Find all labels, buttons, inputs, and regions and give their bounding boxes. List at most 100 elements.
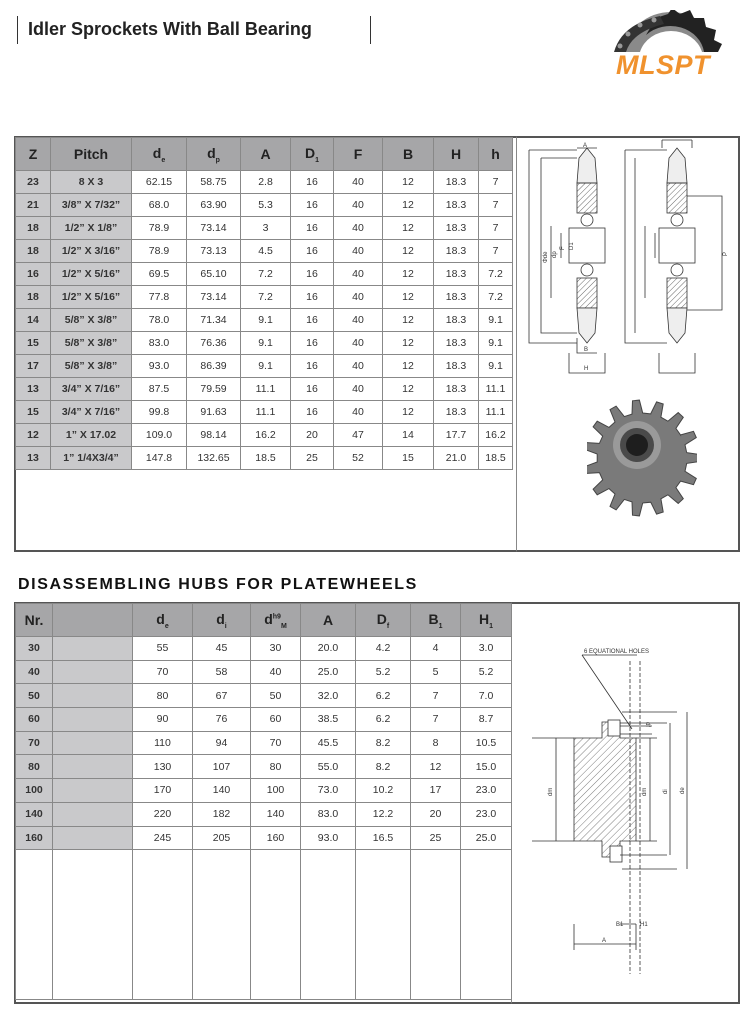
table-cell: 73.13 (186, 239, 241, 263)
table-cell: 40 (333, 262, 383, 286)
table-row: 14 5/8” X 3/8” 78.0 71.34 9.1 16 40 12 18.3 9.1 (15, 308, 513, 332)
table-cell: 5.2 (355, 659, 411, 685)
table-row: 80 130 107 80 55.0 8.2 12 15.0 (15, 754, 512, 780)
table-cell: 20.0 (300, 636, 356, 661)
dim-label-di: di (663, 789, 669, 794)
empty-cell (460, 849, 512, 1001)
table-cell: 52 (333, 446, 383, 470)
table-cell: 9.1 (478, 308, 513, 332)
empty-cell (410, 849, 461, 1001)
dim-label-F: F (560, 246, 566, 250)
table-row: 21 3/8” X 7/32” 68.0 63.90 5.3 16 40 12 18.3 7 (15, 193, 513, 217)
table-cell: 5/8” X 3/8” (50, 308, 132, 332)
table-cell: 110 (132, 730, 193, 756)
table-cell: 107 (192, 754, 251, 780)
header-sub: M (280, 622, 287, 630)
table-cell: 7.2 (240, 262, 291, 286)
empty-cell (300, 849, 356, 1001)
table-cell: 12 (382, 331, 434, 355)
table-cell: 83.0 (131, 331, 187, 355)
table-cell: 11.1 (478, 377, 513, 401)
table-cell: 83.0 (300, 801, 356, 827)
header-sub: 1 (438, 622, 443, 630)
table-cell: 40 (15, 659, 53, 685)
table-cell: 16 (290, 239, 334, 263)
header-main: d (264, 610, 273, 627)
table-cell: 9.1 (478, 331, 513, 355)
table-cell: 205 (192, 825, 251, 851)
table-cell: 80 (250, 754, 301, 780)
table-cell: 16.2 (240, 423, 291, 447)
table-cell: 45 (192, 636, 251, 661)
table-cell: 7 (478, 216, 513, 240)
table-cell: 25 (410, 825, 461, 851)
table-cell: 50 (250, 683, 301, 709)
table-cell: 12 (382, 400, 434, 424)
table-cell: 58.75 (186, 170, 241, 194)
page-title: Idler Sprockets With Ball Bearing (28, 19, 312, 39)
table-cell: 18.3 (433, 400, 479, 424)
table-cell: 18.3 (433, 193, 479, 217)
table-cell: 16 (290, 193, 334, 217)
table-row: 16 1/2” X 5/16” 69.5 65.10 7.2 16 40 12 18.3 7.2 (15, 262, 513, 286)
column-header: dp (186, 137, 241, 171)
table-cell: 80 (15, 754, 53, 780)
table-cell: 18 (15, 216, 51, 240)
table-cell: 18.3 (433, 308, 479, 332)
table-cell (52, 683, 133, 709)
table-row: 18 1/2” X 1/8” 78.9 73.14 3 16 40 12 18.3 7 (15, 216, 513, 240)
empty-cell (355, 849, 411, 1001)
table-row: 50 80 67 50 32.0 6.2 7 7.0 (15, 683, 512, 709)
table-cell: 20 (290, 423, 334, 447)
table-cell (52, 754, 133, 780)
table-cell: 7 (478, 193, 513, 217)
dim-label-de: de (680, 787, 686, 794)
table-cell: 12 (410, 754, 461, 780)
table-cell: 3.0 (460, 636, 512, 661)
hub-diagram-panel: 6 EQUATIONAL HOLES df dm dm di de B1 H1 … (511, 602, 740, 1004)
table-cell: 20 (410, 801, 461, 827)
table-cell: 16 (290, 262, 334, 286)
table-cell: 109.0 (131, 423, 187, 447)
header-sub: e (164, 622, 169, 630)
table-cell: 40 (333, 354, 383, 378)
table-cell: 99.8 (131, 400, 187, 424)
header-main: Pitch (73, 146, 109, 162)
idler-diagram-panel: A Φde dp F D1 B H h P (516, 133, 740, 552)
column-header: de (131, 137, 187, 171)
table-cell: 55.0 (300, 754, 356, 780)
table-cell: 8 X 3 (50, 170, 132, 194)
table-cell: 6.2 (355, 683, 411, 709)
table-cell: 220 (132, 801, 193, 827)
table-cell: 12 (382, 262, 434, 286)
table-cell: 71.34 (186, 308, 241, 332)
table-cell: 25.0 (300, 659, 356, 685)
column-header: dh9 M (250, 603, 301, 637)
column-header: h (478, 137, 513, 171)
table-row: 70 110 94 70 45.5 8.2 8 10.5 (15, 730, 512, 756)
table-row: 15 3/4” X 7/16” 99.8 91.63 11.1 16 40 12 18.3 11.… (15, 400, 513, 424)
table-row: 140 220 182 140 83.0 12.2 20 23.0 (15, 801, 512, 827)
table-cell: 91.63 (186, 400, 241, 424)
table-cell: 4 (410, 636, 461, 661)
column-header: de (132, 603, 193, 637)
table-cell: 40 (333, 377, 383, 401)
table-cell (52, 659, 133, 685)
logo-text: MLSPT (616, 50, 710, 80)
table-cell (52, 801, 133, 827)
table-cell: 16 (290, 331, 334, 355)
table-cell: 16 (290, 216, 334, 240)
table-cell: 10.2 (355, 778, 411, 803)
table-cell: 21.0 (433, 446, 479, 470)
column-header: F (333, 137, 383, 171)
table-cell: 73.14 (186, 216, 241, 240)
table-cell: 5.3 (240, 193, 291, 217)
title-block: Idler Sprockets With Ball Bearing (17, 16, 371, 44)
table-cell: 5.2 (460, 659, 512, 685)
title-divider (370, 16, 371, 44)
table-cell: 9.1 (240, 308, 291, 332)
dim-label-D1: D1 (569, 242, 575, 250)
table-cell: 30 (15, 636, 53, 661)
table-cell: 23.0 (460, 778, 512, 803)
